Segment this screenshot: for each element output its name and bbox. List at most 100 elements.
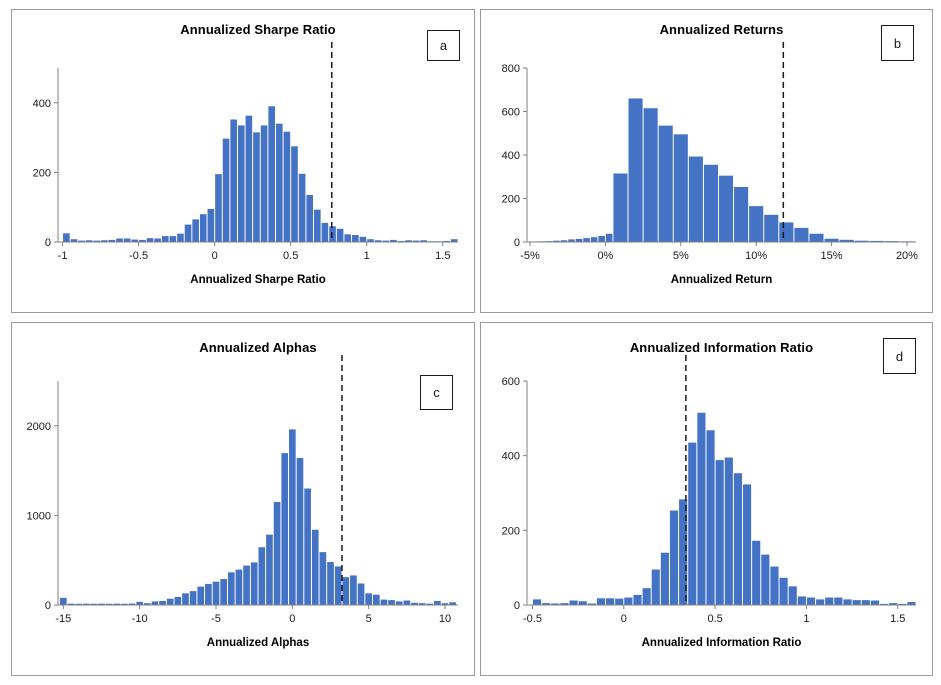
- histogram-bar: [78, 240, 85, 242]
- histogram-bar: [105, 603, 113, 605]
- x-axis-tick-label: -0.5: [129, 250, 148, 262]
- histogram-bar: [342, 577, 350, 605]
- histogram-bar: [679, 499, 688, 605]
- histogram-bar: [116, 238, 123, 242]
- y-axis-tick-label: 1000: [27, 510, 51, 522]
- histogram-bar: [350, 575, 357, 605]
- histogram-bar: [779, 577, 788, 605]
- x-axis-title: Annualized Alphas: [206, 637, 310, 649]
- histogram-bar: [227, 572, 235, 605]
- histogram-bar: [243, 565, 250, 605]
- histogram-bar: [854, 240, 869, 242]
- histogram-bar: [268, 106, 275, 242]
- x-axis-tick-label: -1: [58, 250, 68, 262]
- histogram-bar: [816, 599, 825, 605]
- histogram-bar: [306, 195, 314, 242]
- histogram-bar: [154, 238, 161, 242]
- histogram-returns: 0 200 400 600 800 -5% 0% 5% 10% 15% 20%: [502, 42, 918, 262]
- histogram-bar: [85, 240, 93, 242]
- panel-letter-box: c: [420, 375, 453, 410]
- histogram-bar: [715, 460, 724, 605]
- histogram-bar: [304, 488, 311, 605]
- histogram-bar: [146, 238, 154, 242]
- histogram-bar: [770, 566, 779, 605]
- histogram-bar: [411, 602, 418, 605]
- x-axis-tick-label: -15: [55, 613, 71, 625]
- histogram-bar: [587, 603, 596, 605]
- x-axis-tick-label: 0.5: [283, 250, 298, 262]
- histogram-bar: [734, 186, 749, 242]
- histogram-bar: [344, 234, 352, 242]
- panel-letter: c: [433, 385, 440, 400]
- y-axis-tick-label: 400: [502, 150, 520, 162]
- histogram-bar: [605, 233, 613, 242]
- histogram-sharpe-ratio: 0 200 400 -1 -0.5 0 0.5 1 1.5: [33, 42, 458, 262]
- histogram-bar: [553, 240, 560, 242]
- x-axis-tick-label: 10%: [745, 250, 767, 262]
- histogram-bar: [809, 233, 824, 242]
- histogram-bar: [560, 603, 569, 605]
- panel-a: 0 200 400 -1 -0.5 0 0.5 1 1.5 Annualized Sharpe …: [11, 9, 475, 313]
- histogram-bar: [388, 600, 395, 605]
- histogram-bar: [449, 602, 456, 605]
- histogram-bar: [390, 239, 397, 242]
- histogram-bar: [718, 175, 734, 242]
- x-axis-tick-label: 1.5: [890, 613, 905, 625]
- chart-title: Annualized Sharpe Ratio: [180, 22, 336, 37]
- histogram-bar: [189, 591, 197, 605]
- histogram-bar: [139, 239, 146, 242]
- histogram-bar: [101, 240, 108, 242]
- panel-letter: b: [893, 35, 902, 51]
- x-axis-title: Annualized Information Ratio: [641, 637, 802, 649]
- histogram-bar: [319, 552, 327, 605]
- histogram-bar: [222, 138, 230, 242]
- histogram-bar: [420, 240, 428, 242]
- histogram-bar: [60, 597, 67, 605]
- histogram-bar: [357, 583, 365, 605]
- histogram-bar: [321, 222, 329, 242]
- histogram-bar: [365, 593, 373, 605]
- histogram-bar: [199, 214, 207, 242]
- histogram-bar: [237, 125, 245, 242]
- histogram-bar: [311, 529, 319, 605]
- histogram-bar: [108, 239, 116, 242]
- histogram-bar: [70, 239, 78, 242]
- histogram-bar: [658, 125, 673, 242]
- x-axis-tick-label: 0.5: [707, 613, 722, 625]
- histogram-bar: [273, 501, 281, 605]
- histogram-bar: [869, 240, 884, 242]
- histogram-bar: [143, 603, 151, 605]
- histogram-bar: [843, 599, 852, 605]
- histogram-bar: [606, 598, 615, 605]
- histogram-bar: [359, 236, 367, 242]
- histogram-bar: [131, 239, 139, 242]
- histogram-bar: [569, 600, 578, 605]
- histogram-bar: [706, 430, 715, 605]
- histogram-bar: [382, 240, 390, 242]
- histogram-bar: [98, 603, 105, 605]
- chart-title: Annualized Returns: [659, 22, 784, 37]
- histogram-bar: [281, 453, 289, 605]
- histogram-bar: [245, 115, 253, 242]
- x-axis-title: Annualized Sharpe Ratio: [190, 274, 326, 286]
- histogram-bar: [291, 146, 298, 242]
- histogram-bar: [688, 442, 697, 605]
- histogram-bar: [258, 547, 266, 605]
- histogram-bar: [161, 236, 169, 242]
- histogram-bar: [128, 603, 136, 605]
- y-axis-tick-label: 0: [45, 237, 51, 249]
- histogram-bar: [397, 240, 405, 242]
- y-axis-tick-label: 600: [502, 107, 520, 119]
- histogram-bar: [788, 586, 797, 605]
- histogram-bar: [450, 239, 458, 242]
- histogram-bar: [260, 125, 268, 242]
- histogram-bar: [166, 598, 174, 605]
- panel-letter: a: [439, 38, 448, 53]
- histogram-bar: [177, 233, 184, 242]
- histogram-bar: [575, 238, 583, 242]
- histogram-bar: [697, 412, 706, 605]
- histogram-bar: [441, 603, 449, 605]
- histogram-bar: [583, 238, 590, 242]
- histogram-bar: [613, 173, 628, 242]
